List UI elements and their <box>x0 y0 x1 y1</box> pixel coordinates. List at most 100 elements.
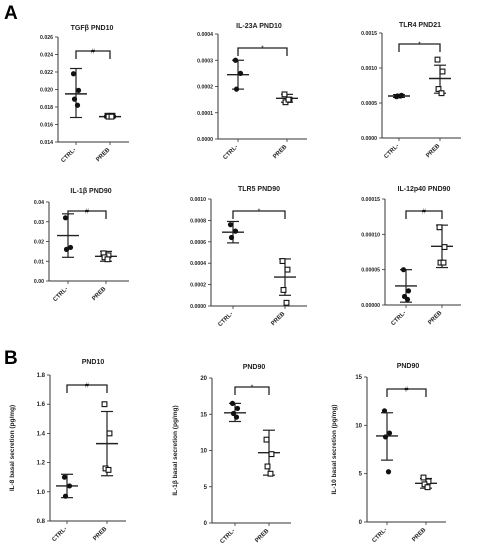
y-tick-label: 1.8 <box>37 373 46 379</box>
data-point-circle <box>67 244 74 251</box>
y-axis-label: IL-8 basal secretion (pg/mg) <box>9 405 16 491</box>
x-tick-label: CTRL- <box>52 286 69 303</box>
y-tick-label: 0.018 <box>40 105 53 111</box>
data-point-square <box>279 258 286 265</box>
x-tick-label: PREB <box>270 311 287 328</box>
y-tick-label: 0.0003 <box>197 58 213 64</box>
data-point-circle <box>61 474 68 480</box>
data-point-square <box>283 299 290 306</box>
data-point-square <box>439 68 446 75</box>
chart-panel-3: TLR4 PND21 0.0000 0.0005 0.0010 0.0015 CTRL- P… <box>361 22 461 160</box>
data-point-circle <box>63 246 70 252</box>
y-tick-label: 0.03 <box>34 220 44 226</box>
data-point-circle <box>234 405 241 412</box>
x-tick-label: CTRL- <box>219 528 236 545</box>
chart-panel-7: PND10 0.8 1.0 1.2 1.4 1.6 1.8 CTRL- PREB IL-8 bas… <box>9 359 126 543</box>
data-point-square <box>104 256 111 263</box>
data-point-circle <box>381 408 388 414</box>
data-point-square <box>101 401 108 408</box>
data-point-circle <box>74 102 81 108</box>
x-tick-label: PREB <box>411 527 428 544</box>
x-tick-label: PREB <box>427 310 444 327</box>
chart-panel-8: PND90 0 5 10 15 20 CTRL- PREB IL-1β basal secret… <box>172 364 291 545</box>
chart-panel-5: TLR5 PND90 0.0000 0.0002 0.0004 0.0006 0.0008… <box>190 186 307 328</box>
chart-title: TLR4 PND21 <box>399 22 441 29</box>
data-point-square <box>280 286 287 293</box>
significance-bracket <box>386 388 427 397</box>
x-tick-label: PREB <box>91 286 108 303</box>
data-point-square <box>424 484 431 491</box>
significance-marker: # <box>405 387 409 394</box>
data-point-square <box>267 470 274 477</box>
y-tick-label: 10 <box>355 423 362 429</box>
chart-panel-2: IL-23A PND10 0.0000 0.0001 0.0002 0.0003 0.00… <box>197 23 307 161</box>
data-point-circle <box>386 430 393 436</box>
data-point-circle <box>71 96 78 102</box>
y-tick-label: 0.0000 <box>197 137 213 143</box>
y-tick-label: 0.8 <box>37 519 46 525</box>
y-tick-label: 0.014 <box>40 140 53 146</box>
data-point-circle <box>229 400 236 406</box>
x-tick-label: CTRL- <box>222 144 239 161</box>
y-tick-label: 0.00010 <box>361 232 380 238</box>
y-tick-label: 0.0010 <box>361 66 377 72</box>
y-tick-label: 0.00000 <box>361 303 380 309</box>
chart-panel-6: IL-12p40 PND90 0.00000 0.00005 0.00010 0.000… <box>361 186 461 327</box>
x-tick-label: PREB <box>254 528 271 545</box>
x-tick-label: PREB <box>95 147 112 164</box>
data-point-square <box>420 474 427 481</box>
x-tick-label: PREB <box>425 143 442 160</box>
data-point-circle <box>405 288 412 294</box>
y-tick-label: 0.026 <box>40 35 53 41</box>
data-point-circle <box>237 70 244 76</box>
significance-bracket <box>237 47 288 56</box>
significance-bracket <box>398 43 441 52</box>
y-tick-label: 0.0006 <box>190 240 206 246</box>
chart-title: TGFβ PND10 <box>71 25 114 32</box>
data-point-square <box>438 90 445 97</box>
chart-title: PND90 <box>243 364 266 371</box>
data-point-circle <box>70 71 77 77</box>
data-point-square <box>264 463 271 470</box>
chart-panel-4: IL-1β PND90 0.00 0.01 0.02 0.03 0.04 CTRL- PREB… <box>34 188 129 303</box>
y-tick-label: 5 <box>204 485 208 491</box>
y-tick-label: 0.00005 <box>361 268 380 274</box>
data-point-circle <box>404 296 411 302</box>
y-tick-label: 1.6 <box>37 402 46 408</box>
data-point-circle <box>233 414 240 420</box>
data-point-circle <box>232 228 239 234</box>
significance-bracket <box>75 50 111 59</box>
y-tick-label: 0.0004 <box>190 261 206 267</box>
y-tick-label: 0.024 <box>40 53 53 59</box>
data-point-square <box>441 244 448 251</box>
y-tick-label: 0.0008 <box>190 218 206 224</box>
y-tick-label: 0.0002 <box>197 85 213 91</box>
data-point-circle <box>66 483 73 489</box>
x-tick-label: CTRL- <box>383 143 400 160</box>
data-point-circle <box>397 93 404 99</box>
x-tick-label: CTRL- <box>51 526 68 543</box>
data-point-square <box>440 259 447 266</box>
y-tick-label: 0.0000 <box>190 304 206 310</box>
y-tick-label: 0.01 <box>34 259 44 265</box>
significance-marker: * <box>251 385 254 392</box>
y-tick-label: 0.00 <box>34 279 44 285</box>
significance-marker: * <box>258 209 261 216</box>
data-point-square <box>106 430 113 437</box>
chart-title: PND10 <box>82 359 105 366</box>
data-point-circle <box>62 215 69 221</box>
data-point-circle <box>75 87 82 93</box>
x-tick-label: PREB <box>272 144 289 161</box>
x-tick-label: CTRL- <box>217 311 234 328</box>
y-axis-label: IL-1β basal secretion (pg/mg) <box>172 405 179 495</box>
data-point-circle <box>400 267 407 273</box>
data-point-square <box>436 224 443 231</box>
y-tick-label: 0.020 <box>40 88 53 94</box>
y-tick-label: 0 <box>359 520 363 526</box>
significance-marker: # <box>422 209 426 216</box>
data-point-circle <box>233 86 240 92</box>
significance-marker: # <box>85 383 89 390</box>
data-point-square <box>263 436 270 443</box>
significance-bracket <box>67 210 107 219</box>
chart-panel-9: PND90 0 5 10 15 CTRL- PREB IL-10 basal secretio… <box>331 363 446 544</box>
